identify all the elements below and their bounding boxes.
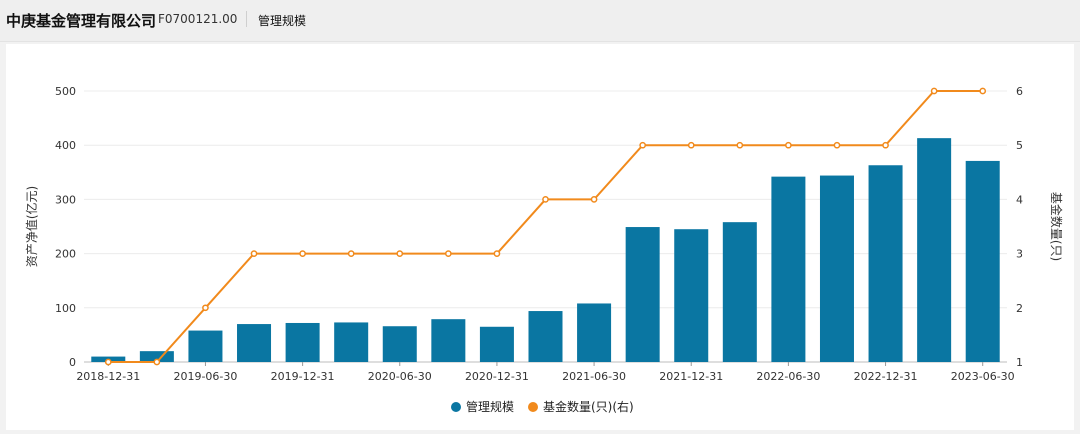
point-fund-count	[930, 87, 938, 95]
bar-aum	[819, 175, 854, 362]
company-code: F0700121.00	[158, 12, 238, 26]
tab-aum[interactable]: 管理规模	[258, 14, 307, 28]
bar-aum	[431, 319, 466, 362]
legend-label-fund-count: 基金数量(只)(右)	[543, 399, 634, 414]
bar-aum	[285, 322, 320, 362]
chart-panel: 0 100 200 300 400 500 1 2 3 4 5 6 2018-12-31 2019-06-…	[6, 44, 1074, 430]
point-fund-count	[396, 250, 404, 257]
bar-aum	[771, 176, 806, 362]
bar-aum	[868, 165, 903, 362]
x-tick-label: 2020-12-31	[465, 370, 529, 383]
point-fund-count	[153, 358, 161, 366]
point-fund-count	[444, 250, 452, 257]
x-tick-label: 2019-12-31	[271, 370, 335, 383]
y-right-tick-label: 3	[1016, 248, 1023, 261]
header-bar: 中庚基金管理有限公司 F0700121.00 管理规模	[0, 0, 1080, 42]
point-fund-count	[979, 87, 987, 95]
point-fund-count	[347, 250, 355, 257]
bar-aum	[625, 227, 660, 362]
point-fund-count	[542, 196, 549, 203]
bar-aum	[479, 326, 514, 362]
point-fund-count	[493, 250, 501, 257]
y-right-axis-title: 基金数量(只)	[1049, 192, 1064, 261]
y-right-tick-label: 2	[1016, 302, 1023, 315]
point-fund-count	[104, 358, 112, 366]
y-right-tick-label: 1	[1016, 356, 1023, 369]
bar-aum	[722, 222, 757, 362]
x-tick-label: 2022-12-31	[854, 370, 918, 383]
y-left-tick-label: 200	[55, 248, 76, 261]
x-tick-label: 2018-12-31	[76, 370, 140, 383]
bar-aum	[188, 330, 223, 362]
x-tick-label: 2023-06-30	[951, 370, 1015, 383]
bar-aum	[237, 324, 272, 362]
point-fund-count	[299, 250, 306, 257]
y-left-tick-label: 0	[69, 356, 76, 369]
bar-aum	[139, 351, 174, 362]
point-fund-count	[590, 196, 598, 203]
point-fund-count	[785, 141, 792, 149]
y-left-tick-label: 500	[55, 85, 76, 98]
bar-aum	[577, 303, 612, 362]
y-right-tick-label: 5	[1016, 139, 1023, 152]
x-tick-label: 2021-06-30	[562, 370, 626, 383]
point-fund-count	[687, 141, 695, 149]
company-title: 中庚基金管理有限公司	[6, 12, 157, 30]
legend-marker-fund-count	[528, 402, 538, 412]
point-fund-count	[250, 250, 258, 257]
aum-chart: 0 100 200 300 400 500 1 2 3 4 5 6 2018-12-31 2019-06-…	[24, 85, 1064, 414]
bar-aum	[917, 138, 952, 362]
y-right-tick-label: 6	[1016, 85, 1023, 98]
legend-label-aum: 管理规模	[466, 399, 514, 414]
bar-aum	[528, 311, 563, 362]
y-left-tick-label: 300	[55, 193, 76, 206]
bar-aum	[334, 322, 369, 362]
point-fund-count	[882, 141, 889, 149]
y-left-axis-title: 资产净值(亿元)	[24, 186, 39, 267]
point-fund-count	[202, 304, 209, 312]
x-tick-label: 2019-06-30	[173, 370, 237, 383]
bar-aum	[674, 229, 709, 362]
x-tick-label: 2020-06-30	[368, 370, 432, 383]
x-tick-label: 2021-12-31	[659, 370, 723, 383]
legend-marker-aum	[451, 402, 461, 412]
point-fund-count	[639, 141, 647, 149]
header-divider	[246, 11, 247, 27]
y-left-tick-label: 100	[55, 302, 76, 315]
y-right-tick-label: 4	[1016, 193, 1023, 206]
point-fund-count	[736, 141, 744, 149]
x-tick-label: 2022-06-30	[756, 370, 820, 383]
bar-aum	[382, 326, 417, 362]
point-fund-count	[833, 141, 841, 149]
y-left-tick-label: 400	[55, 139, 76, 152]
bar-aum	[965, 160, 1000, 362]
